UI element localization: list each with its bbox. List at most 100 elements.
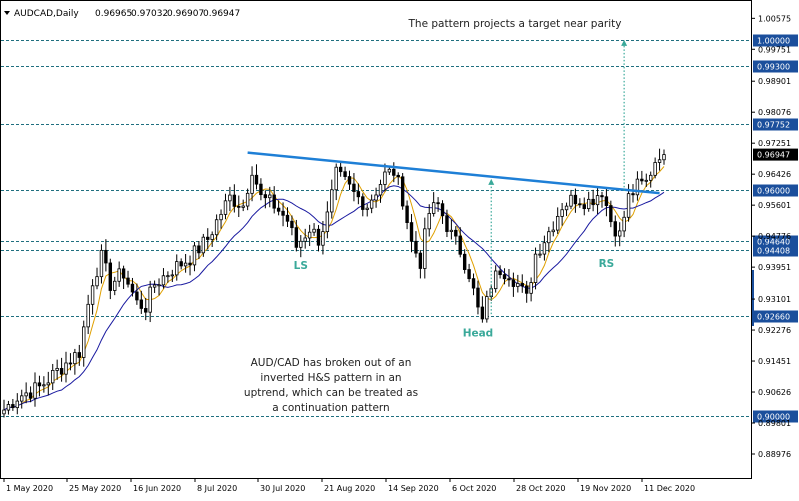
candle-body: [427, 213, 431, 230]
candle-body: [653, 162, 657, 176]
candle-body: [582, 204, 586, 210]
candle-body: [179, 261, 183, 267]
candle-body: [383, 171, 387, 185]
candle-body: [330, 189, 334, 213]
level-price-label: 0.94408: [757, 247, 790, 256]
candle-body: [613, 221, 617, 237]
candle-body: [560, 209, 564, 217]
y-tick-label: 0.99751: [758, 45, 791, 54]
candle-body: [595, 195, 600, 206]
chart-symbol: AUDCAD,Daily: [14, 9, 79, 19]
candle-body: [28, 392, 33, 399]
y-tick-label: 0.88976: [758, 450, 791, 459]
candle-body: [20, 395, 24, 402]
candle-body: [436, 202, 440, 205]
candle-body: [378, 184, 383, 196]
candle-body: [214, 219, 219, 236]
candle-body: [480, 306, 485, 320]
y-tick-label: 0.90626: [758, 388, 791, 397]
y-tick-label: 0.94776: [758, 232, 791, 241]
x-tick-label: 8 Jul 2020: [197, 484, 237, 493]
candle-body: [144, 308, 148, 313]
candle-body: [73, 352, 77, 365]
annotation-line-3: uptrend, which can be treated as: [244, 387, 418, 399]
dropdown-triangle-icon[interactable]: [4, 11, 10, 15]
candle-body: [440, 203, 445, 217]
candle-body: [237, 205, 241, 208]
candle-body: [640, 178, 644, 182]
candle-body: [59, 368, 64, 375]
candle-body: [272, 194, 276, 209]
y-tick-label: 0.93101: [758, 295, 791, 304]
candle-body: [245, 192, 250, 207]
level-price-label-bg: [753, 310, 798, 323]
level-price-label: 0.92660: [757, 313, 790, 322]
x-tick-label: 28 Oct 2020: [516, 484, 565, 493]
candle-body: [591, 198, 595, 206]
candle-body: [485, 296, 489, 320]
candle-body: [369, 199, 374, 209]
candle-body: [609, 205, 613, 223]
level-price-label-bg: [753, 184, 798, 197]
candle-body: [396, 174, 400, 178]
candle-body: [529, 282, 533, 294]
candle-body: [405, 205, 409, 223]
candle-body: [516, 283, 520, 287]
ohlc-low: 0.96907: [167, 9, 204, 19]
candle-body: [42, 384, 46, 387]
level-price-label: 0.99300: [757, 63, 790, 72]
x-tick-label: 25 May 2020: [69, 484, 121, 493]
arrow-head-icon: [488, 178, 495, 185]
x-tick-label: 16 Jun 2020: [133, 484, 181, 493]
candle-body: [476, 287, 480, 308]
arrow-head-icon: [621, 39, 628, 46]
candle-body: [649, 174, 653, 181]
x-tick-label: 30 Jul 2020: [260, 484, 305, 493]
candle-body: [471, 278, 476, 289]
candle-body: [604, 196, 609, 206]
level-price-label: 0.97752: [757, 121, 790, 130]
candle-body: [334, 166, 338, 191]
candle-body: [276, 207, 281, 212]
candle-body: [573, 194, 578, 205]
y-tick-label: 0.97251: [758, 139, 791, 148]
candle-body: [356, 191, 361, 198]
y-tick-label: 0.93951: [758, 263, 791, 272]
candle-body: [232, 194, 237, 207]
candle-body: [520, 283, 524, 287]
candle-body: [458, 235, 462, 255]
candle-body: [192, 245, 197, 266]
neckline[interactable]: [247, 151, 660, 195]
candle-body: [569, 194, 573, 207]
candle-body: [325, 211, 330, 233]
candle-body: [117, 268, 121, 282]
y-tick-label: 0.95601: [758, 201, 791, 210]
candle-body: [454, 229, 458, 237]
y-tick-label: 0.96426: [758, 170, 791, 179]
ohlc-high: 0.97032: [131, 9, 168, 19]
candle-body: [161, 275, 166, 286]
candle-body: [210, 234, 214, 240]
candle-body: [449, 229, 454, 232]
candle-body: [139, 299, 144, 309]
candle-body: [77, 352, 82, 358]
candle-body: [15, 400, 19, 409]
level-price-label: 0.96000: [757, 187, 790, 196]
moving-average-slow: [3, 185, 665, 411]
y-tick-label: 0.98901: [758, 77, 791, 86]
candle-body: [223, 200, 228, 215]
level-price-label: 1.00000: [757, 37, 790, 46]
candle-body: [170, 274, 175, 277]
x-tick-label: 11 Dec 2020: [644, 484, 695, 493]
candle-body: [445, 215, 449, 232]
candle-body: [635, 178, 640, 196]
candle-body: [547, 231, 551, 244]
price-axis: 1.00575 0.99751 0.98901 0.98076 0.97251 0.964…: [752, 14, 798, 459]
candle-body: [166, 275, 170, 278]
candle-body: [99, 249, 104, 278]
candle-body: [626, 193, 631, 218]
price-axis-scrollbar[interactable]: [752, 270, 754, 326]
candle-body: [2, 409, 6, 415]
candle-body: [86, 303, 90, 328]
